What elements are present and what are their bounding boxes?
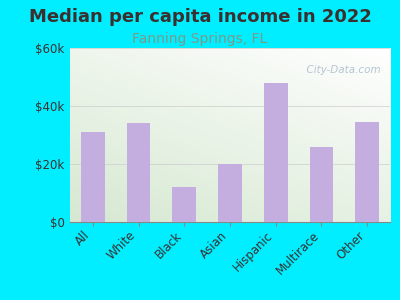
Bar: [310, 147, 333, 222]
Bar: [218, 164, 242, 222]
Bar: [81, 132, 105, 222]
Bar: [172, 187, 196, 222]
Text: Median per capita income in 2022: Median per capita income in 2022: [28, 8, 372, 26]
Text: City-Data.com: City-Data.com: [300, 65, 381, 75]
Bar: [355, 122, 379, 222]
Bar: [264, 83, 288, 222]
Text: Fanning Springs, FL: Fanning Springs, FL: [132, 32, 268, 46]
Bar: [127, 123, 150, 222]
